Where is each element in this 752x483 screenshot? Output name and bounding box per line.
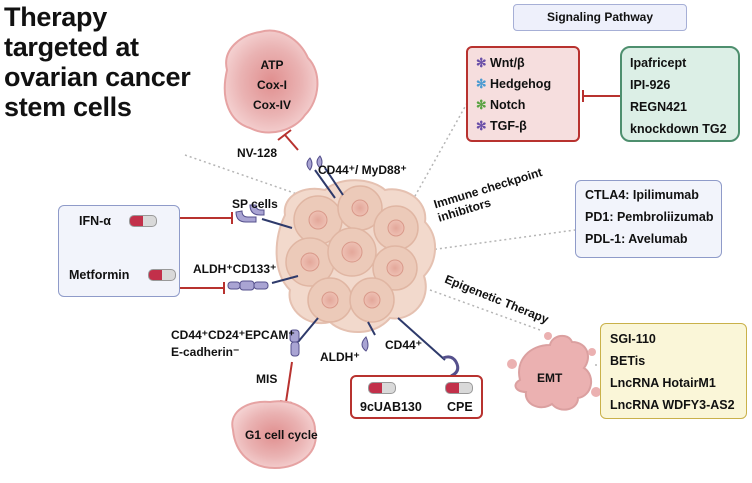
pathway-hedgehog: ✻ Hedgehog: [476, 74, 578, 95]
drug-label: CPE: [447, 400, 473, 414]
title-line-2: targeted at: [4, 32, 139, 62]
signaling-pathway-title: Signaling Pathway: [546, 10, 654, 24]
signaling-pathway-header: Signaling Pathway: [513, 4, 687, 31]
ifn-alpha-item: IFN-α: [79, 212, 158, 230]
inhibitor-item: REGN421: [630, 100, 687, 114]
inhibitor-item: IPI-926: [630, 78, 671, 92]
signaling-inhibitors-box: Ipafricept IPI-926 REGN421 knockdown TG2: [620, 46, 740, 142]
receptor-lines: [261, 167, 446, 361]
epigenetic-item: SGI-110: [610, 332, 656, 346]
title-line-3: ovarian cancer: [4, 62, 191, 92]
pathway-tgf: ✻ TGF-β: [476, 116, 578, 137]
pathway-wnt: ✻ Wnt/β: [476, 53, 578, 74]
epigenetic-drugs-box: SGI-110 BETis LncRNA HotairM1 LncRNA WDF…: [600, 323, 747, 419]
epigenetic-item: LncRNA WDFY3-AS2: [610, 398, 735, 412]
cox-i-label: Cox-I: [257, 78, 287, 92]
cd44-label: CD44⁺: [385, 338, 423, 352]
hedgehog-icon: ✻: [476, 77, 487, 91]
inhibitor-item: Ipafricept: [630, 56, 687, 70]
cd44-myd88-label: CD44⁺/ MyD88⁺: [318, 163, 407, 177]
pill-icon: [147, 268, 176, 281]
pill-icon: [368, 382, 396, 394]
figure-title: Therapy targeted at ovarian cancer stem …: [4, 2, 191, 122]
receptors: [227, 155, 460, 378]
drug-label: IFN-α: [79, 214, 111, 228]
checkpoint-item: PD1: Pembroliizumab: [585, 210, 714, 224]
inhibition-lines: [180, 90, 620, 404]
mitochondria-cell-labels: ATP Cox-I Cox-IV: [252, 55, 292, 115]
pathway-label: Notch: [489, 98, 526, 112]
metformin-item: Metformin: [69, 266, 176, 284]
title-line-1: Therapy: [4, 2, 107, 32]
aldh-label: ALDH⁺: [320, 350, 360, 364]
mis-label: MIS: [256, 372, 278, 386]
pathway-notch: ✻ Notch: [476, 95, 578, 116]
cd44-cd24-epcam-label: CD44⁺CD24⁺EPCAM⁺: [171, 328, 295, 342]
pathway-label: Hedgehog: [489, 77, 552, 91]
g1-cell-cycle-label: G1 cell cycle: [245, 428, 318, 442]
dotted-connectors: [184, 79, 600, 366]
checkpoint-item: CTLA4: Ipilimumab: [585, 188, 699, 202]
ecadherin-label: E-cadherin⁻: [171, 345, 240, 359]
immune-checkpoint-box: CTLA4: Ipilimumab PD1: Pembroliizumab PD…: [575, 180, 722, 258]
pill-icon: [445, 382, 473, 394]
epigenetic-item: LncRNA HotairM1: [610, 376, 716, 390]
left-drugs-box: IFN-α Metformin: [58, 205, 180, 297]
sp-cells-label: SP cells: [232, 197, 278, 211]
bottom-drugs-box: 9cUAB130 CPE: [350, 375, 483, 419]
notch-icon: ✻: [476, 98, 487, 112]
signaling-pathway-box: ✻ Wnt/β ✻ Hedgehog ✻ Notch ✻ TGF-β: [466, 46, 580, 142]
tumor-cluster: [275, 179, 437, 334]
title-line-4: stem cells: [4, 92, 132, 122]
emt-label: EMT: [537, 371, 563, 385]
inhibitor-item: knockdown TG2: [630, 122, 727, 136]
drug-label: Metformin: [69, 268, 130, 282]
tgf-icon: ✻: [476, 119, 487, 133]
nv128-label: NV-128: [237, 146, 278, 160]
atp-label: ATP: [260, 58, 284, 72]
wnt-icon: ✻: [476, 56, 487, 70]
emt-cell-shape: [507, 332, 601, 411]
cox-iv-label: Cox-IV: [252, 98, 291, 112]
checkpoint-item: PDL-1: Avelumab: [585, 232, 688, 246]
aldh-cd133-label: ALDH⁺CD133⁺: [193, 262, 277, 276]
mitochondria-cell-shape: [223, 29, 319, 134]
pill-icon: [129, 214, 158, 227]
epigenetic-item: BETis: [610, 354, 646, 368]
pathway-label: TGF-β: [489, 119, 527, 133]
pathway-label: Wnt/β: [489, 56, 525, 70]
drug-label: 9cUAB130: [360, 400, 422, 414]
g1-cell-shape: [231, 400, 317, 470]
